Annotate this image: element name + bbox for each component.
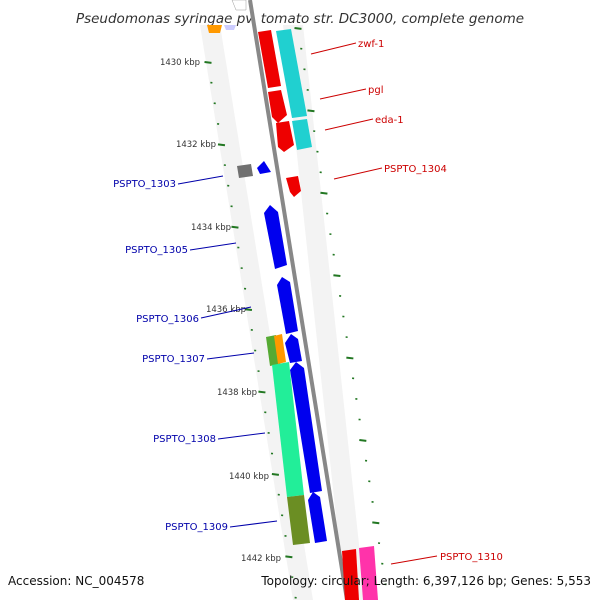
tick-mark	[231, 225, 239, 229]
tick-label-1442: 1442 kbp	[241, 554, 281, 564]
gene-pspto-1310-a	[342, 549, 359, 600]
gene-label-pspto-1309: PSPTO_1309	[165, 522, 228, 533]
gene-pspto-1309	[308, 492, 327, 543]
gene-pspto-1308	[290, 362, 322, 493]
tick-mark	[333, 274, 341, 278]
tick-mark	[359, 439, 367, 442]
leader-pspto-1304	[333, 167, 383, 180]
tick-mark	[320, 191, 328, 195]
tick-mark	[285, 555, 293, 559]
gene-spring-green-1308	[272, 362, 304, 497]
tick-label-1430: 1430 kbp	[160, 58, 200, 68]
leader-pspto-1308	[217, 432, 266, 440]
tick-label-1440: 1440 kbp	[229, 472, 269, 482]
tick-label-1432: 1432 kbp	[176, 140, 216, 150]
gene-label-pspto-1307: PSPTO_1307	[142, 354, 205, 365]
tick-mark	[204, 61, 212, 64]
tick-mark	[271, 473, 280, 476]
leader-pspto-1305	[189, 242, 237, 251]
leader-eda-1	[324, 118, 374, 131]
gene-pspto-1310-b	[359, 546, 378, 600]
gene-label-pspto-1306: PSPTO_1306	[136, 314, 199, 325]
feature-partial-lavender	[224, 25, 236, 30]
tick-mark	[307, 109, 315, 113]
tick-mark	[294, 27, 302, 30]
gene-pspto-1306	[277, 277, 298, 334]
genome-summary: Topology: circular; Length: 6,397,126 bp…	[261, 574, 591, 588]
gene-label-pspto-1310: PSPTO_1310	[440, 552, 503, 563]
gene-grey-1303	[237, 164, 253, 178]
forward-track-band	[283, 25, 365, 600]
gene-zwf-1-b	[268, 90, 287, 123]
gene-cyan-2	[292, 119, 312, 150]
gene-label-pspto-1303: PSPTO_1303	[113, 179, 176, 190]
tick-mark	[244, 308, 253, 312]
gene-pspto-1304	[286, 176, 301, 197]
genome-backbone	[248, 0, 349, 600]
accession-text: Accession: NC_004578	[8, 574, 145, 588]
feature-partial-orange	[207, 25, 222, 33]
tick-mark	[372, 521, 380, 525]
leader-zwf-1	[310, 42, 357, 55]
gene-label-pspto-1304: PSPTO_1304	[384, 164, 447, 175]
leader-pspto-1309	[229, 520, 278, 528]
feature-partial-white	[231, 0, 247, 11]
tick-mark	[258, 390, 266, 394]
tick-label-1434: 1434 kbp	[191, 223, 231, 233]
gene-cyan-1	[276, 29, 307, 118]
gene-orange-1307	[274, 334, 286, 364]
leader-pgl	[319, 88, 367, 100]
gene-label-pspto-1305: PSPTO_1305	[125, 245, 188, 256]
gene-pgl	[276, 121, 294, 152]
gene-pspto-1307	[285, 334, 302, 363]
tick-mark	[217, 143, 226, 147]
gene-label-zwf-1: zwf-1	[358, 39, 384, 50]
gene-olive-1309	[287, 495, 310, 545]
leader-pspto-1310	[390, 555, 438, 565]
leader-pspto-1307	[206, 352, 255, 360]
gene-zwf-1-a	[258, 30, 281, 88]
leader-pspto-1306	[200, 306, 252, 319]
gene-label-pspto-1308: PSPTO_1308	[153, 434, 216, 445]
gene-pspto-1305	[264, 205, 287, 269]
tick-label-1436: 1436 kbp	[206, 305, 246, 315]
tick-mark	[346, 356, 354, 360]
tick-dot-columns	[204, 27, 387, 599]
gene-pspto-1303	[257, 161, 271, 174]
leader-pspto-1303	[177, 175, 224, 185]
tick-label-1438: 1438 kbp	[217, 388, 257, 398]
gene-label-pgl: pgl	[368, 85, 383, 96]
genome-title: Pseudomonas syringae pv. tomato str. DC3…	[76, 11, 524, 27]
gene-label-eda-1: eda-1	[375, 115, 404, 126]
